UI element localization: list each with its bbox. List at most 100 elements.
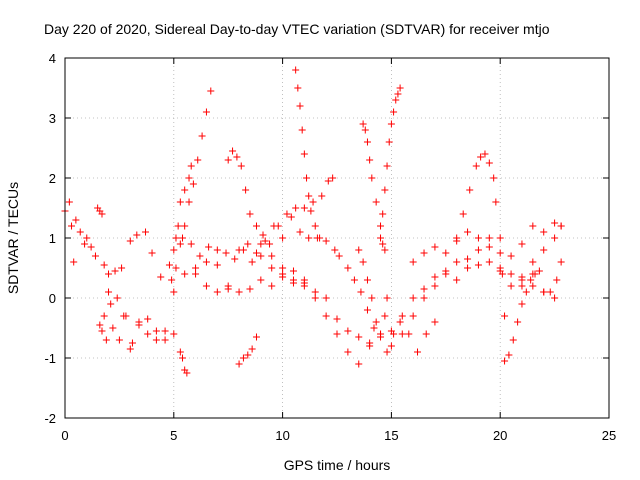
- data-point: [144, 330, 152, 338]
- data-point: [501, 312, 509, 320]
- data-point: [213, 246, 221, 254]
- data-point: [507, 270, 515, 278]
- data-point: [202, 258, 210, 266]
- data-point: [279, 234, 287, 242]
- y-tick-label: -1: [44, 351, 56, 366]
- data-point: [363, 306, 371, 314]
- data-point: [453, 258, 461, 266]
- data-point: [168, 276, 176, 284]
- data-point: [192, 270, 200, 278]
- data-point: [161, 327, 169, 335]
- series-arc-21: [453, 150, 509, 320]
- data-point: [174, 222, 182, 230]
- data-point: [268, 282, 276, 290]
- y-tick-label: 4: [49, 51, 56, 66]
- data-point: [296, 228, 304, 236]
- data-point: [111, 267, 119, 275]
- data-point: [361, 126, 369, 134]
- data-point: [229, 147, 237, 155]
- data-point: [466, 186, 474, 194]
- data-point: [540, 246, 548, 254]
- data-point: [359, 120, 367, 128]
- data-point: [142, 228, 150, 236]
- data-point: [257, 240, 265, 248]
- data-point: [377, 330, 385, 338]
- data-point: [244, 351, 252, 359]
- data-point: [377, 222, 385, 230]
- data-point: [181, 222, 189, 230]
- data-point: [292, 66, 300, 74]
- data-point: [385, 138, 393, 146]
- data-point: [363, 138, 371, 146]
- data-point: [213, 288, 221, 296]
- data-point: [65, 198, 73, 206]
- data-point: [368, 294, 376, 302]
- data-point: [172, 234, 180, 242]
- data-point: [329, 174, 337, 182]
- gridlines: [65, 58, 609, 418]
- data-point: [322, 312, 330, 320]
- data-point: [237, 162, 245, 170]
- data-point: [115, 336, 123, 344]
- data-point: [379, 240, 387, 248]
- x-tick-label: 0: [61, 428, 68, 443]
- data-point: [355, 333, 363, 341]
- data-point: [522, 288, 530, 296]
- data-point: [485, 159, 493, 167]
- data-point: [172, 264, 180, 272]
- y-tick-label: 2: [49, 171, 56, 186]
- data-point: [464, 228, 472, 236]
- data-point: [268, 252, 276, 260]
- data-point: [518, 282, 526, 290]
- data-point: [152, 336, 160, 344]
- data-point: [298, 126, 306, 134]
- data-point: [509, 336, 517, 344]
- data-point: [205, 243, 213, 251]
- data-point: [207, 87, 215, 95]
- data-point: [102, 336, 110, 344]
- data-point: [307, 207, 315, 215]
- data-point: [259, 231, 267, 239]
- data-point: [546, 288, 554, 296]
- series-arc-5: [168, 87, 215, 284]
- data-point: [527, 276, 535, 284]
- data-point: [551, 294, 559, 302]
- data-point: [316, 234, 324, 242]
- data-point: [422, 330, 430, 338]
- data-point: [501, 357, 509, 365]
- data-point: [107, 300, 115, 308]
- data-point: [324, 177, 332, 185]
- series-arc-23: [518, 258, 565, 296]
- data-point: [235, 288, 243, 296]
- data-point: [100, 312, 108, 320]
- data-point: [170, 246, 178, 254]
- data-point: [377, 234, 385, 242]
- data-point: [485, 243, 493, 251]
- series-arc-18: [359, 120, 389, 254]
- data-point: [126, 237, 134, 245]
- data-point: [268, 264, 276, 272]
- data-point: [170, 288, 178, 296]
- x-tick-label: 10: [275, 428, 289, 443]
- data-point: [300, 204, 308, 212]
- chart-title: Day 220 of 2020, Sidereal Day-to-day VTE…: [44, 21, 550, 37]
- data-point: [390, 330, 398, 338]
- data-point: [464, 255, 472, 263]
- data-point: [266, 240, 274, 248]
- data-point: [318, 192, 326, 200]
- data-point: [148, 249, 156, 257]
- data-point: [176, 198, 184, 206]
- data-point: [383, 294, 391, 302]
- data-point: [507, 282, 515, 290]
- series-arc-19: [377, 84, 404, 242]
- y-axis-title: SDTVAR / TECUs: [5, 182, 21, 294]
- data-point: [224, 282, 232, 290]
- data-point: [398, 330, 406, 338]
- data-point: [431, 282, 439, 290]
- data-point: [557, 222, 565, 230]
- data-point: [242, 186, 250, 194]
- data-point: [529, 222, 537, 230]
- data-point: [474, 261, 482, 269]
- data-point: [414, 348, 422, 356]
- data-point: [222, 249, 230, 257]
